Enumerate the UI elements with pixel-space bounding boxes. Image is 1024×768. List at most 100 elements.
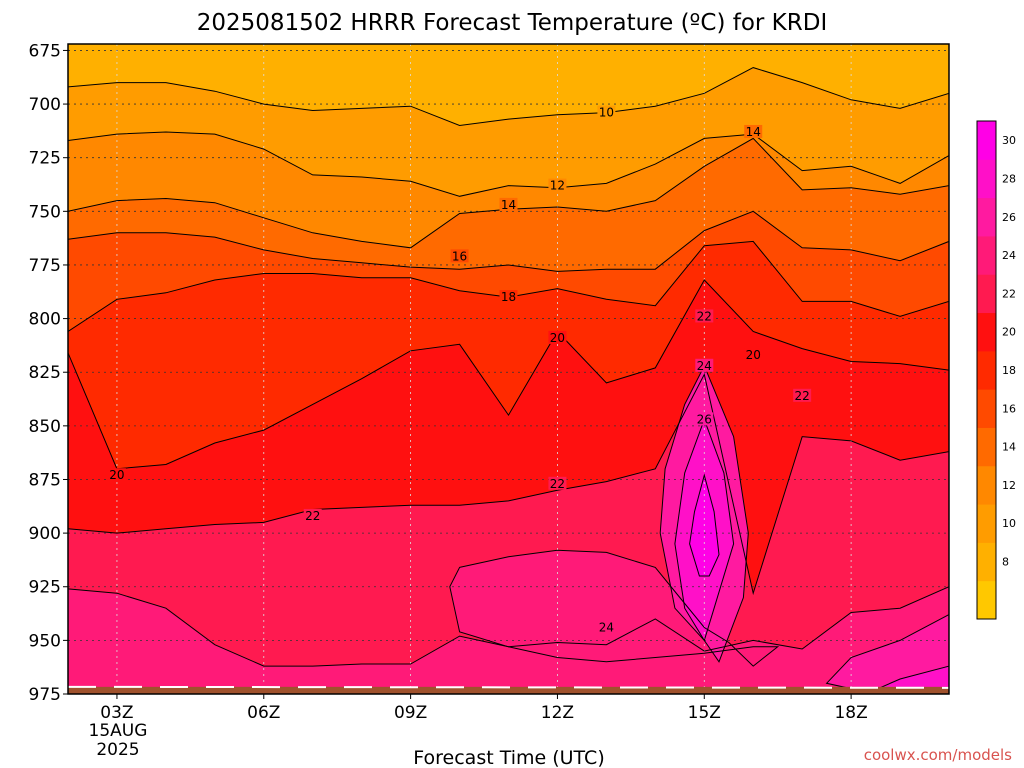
contour-label-bg xyxy=(695,412,714,426)
contour-label-bg xyxy=(450,249,469,263)
contour-label-bg xyxy=(107,468,126,482)
colorbar-swatch xyxy=(977,312,996,352)
contour-label-bg xyxy=(597,105,616,119)
x-date-label-day: 15AUG xyxy=(89,721,148,741)
ground-surface xyxy=(68,686,949,694)
pocket-line-0 xyxy=(449,549,780,667)
contour-label: 22 xyxy=(795,389,810,403)
contour-label: 26 xyxy=(697,412,712,426)
y-axis: 675 700 725 750 775 800 825 850 875 900 925 950 975 xyxy=(29,41,68,705)
colorbar-swatch xyxy=(977,235,996,275)
contour-label: 24 xyxy=(697,359,712,373)
y-tick-label: 800 xyxy=(29,310,61,330)
y-tick-label: 675 xyxy=(29,41,61,61)
x-axis-label: Forecast Time (UTC) xyxy=(413,747,604,768)
y-tick-label: 850 xyxy=(29,417,61,437)
contour-label-bg xyxy=(793,388,812,402)
x-tick-label: 09Z xyxy=(394,703,427,723)
credit-text: coolwx.com/models xyxy=(864,746,1012,764)
colorbar-label: 26 xyxy=(1002,211,1016,224)
y-tick-label: 925 xyxy=(29,578,61,598)
contour-label-bg xyxy=(548,178,567,192)
y-tick-label: 750 xyxy=(29,202,61,222)
colorbar-swatch xyxy=(977,465,996,505)
colorbar-swatch xyxy=(977,197,996,237)
colorbar-border xyxy=(976,120,997,620)
colorbar-label: 24 xyxy=(1002,249,1016,262)
colorbar-label: 18 xyxy=(1002,364,1016,377)
y-tick-label: 700 xyxy=(29,95,61,115)
contour-label-bg xyxy=(548,330,567,344)
x-tick-label: 03Z xyxy=(100,703,133,723)
contour-label: 10 xyxy=(599,106,614,120)
contour-label-bg xyxy=(744,348,763,362)
contour-label: 14 xyxy=(501,198,516,212)
contour-label-bg xyxy=(499,197,518,211)
colorbar-label: 12 xyxy=(1002,479,1016,492)
colorbar-swatch xyxy=(977,274,996,314)
contour-label-bg xyxy=(695,358,714,372)
ground-edge xyxy=(68,685,949,689)
contour-label: 16 xyxy=(452,249,467,263)
colorbar-swatch xyxy=(977,580,996,620)
y-tick-label: 725 xyxy=(29,149,61,169)
colorbar-label: 8 xyxy=(1002,556,1009,569)
contour-label: 14 xyxy=(746,125,761,139)
contour-label: 20 xyxy=(550,331,565,345)
colorbar-swatch xyxy=(977,427,996,467)
chart-title: 2025081502 HRRR Forecast Temperature (ºC… xyxy=(197,10,827,36)
colorbar-swatch xyxy=(977,542,996,582)
contour-line-16 xyxy=(68,210,949,272)
colorbar-swatch xyxy=(977,504,996,543)
colorbar-label: 16 xyxy=(1002,402,1016,415)
colorbar-label: 28 xyxy=(1002,172,1016,185)
y-tick-label: 875 xyxy=(29,470,61,490)
colorbar-label: 10 xyxy=(1002,517,1016,530)
pocket-line-3 xyxy=(689,473,720,577)
y-tick-label: 900 xyxy=(29,524,61,544)
plot-area: 10 14 12 14 16 18 20 22 20 24 22 26 20 22 22 24 xyxy=(67,43,950,695)
y-tick-label: 825 xyxy=(29,363,61,383)
y-tick-label: 975 xyxy=(29,685,61,705)
contour-label-bg xyxy=(499,290,518,304)
contour-label: 22 xyxy=(550,477,565,491)
x-axis: 03Z 06Z 09Z 12Z 15Z 18Z xyxy=(100,694,868,723)
contour-label-bg xyxy=(744,124,763,138)
colorbar-label: 20 xyxy=(1002,326,1016,339)
contour-label: 22 xyxy=(305,509,320,523)
x-tick-label: 18Z xyxy=(834,703,867,723)
colorbar-label: 30 xyxy=(1002,134,1016,147)
contour-label-bg xyxy=(548,476,567,490)
contour-label-bg xyxy=(695,309,714,323)
pocket-line-4 xyxy=(825,614,949,694)
contour-label-bg xyxy=(597,620,616,634)
colorbar-label: 22 xyxy=(1002,287,1016,300)
colorbar-swatch xyxy=(977,121,996,160)
x-tick-label: 12Z xyxy=(541,703,574,723)
y-tick-label: 775 xyxy=(29,256,61,276)
x-date-label-year: 2025 xyxy=(96,740,139,760)
x-tick-label: 06Z xyxy=(247,703,280,723)
colorbar-swatch xyxy=(977,389,996,428)
contour-line-22 xyxy=(68,372,949,596)
contour-label: 18 xyxy=(501,290,516,304)
colorbar-swatch xyxy=(977,350,996,390)
colorbar: 8 10 12 14 16 18 20 22 24 26 28 30 xyxy=(976,120,1016,620)
colorbar-label: 14 xyxy=(1002,441,1016,454)
contour-line-10 xyxy=(68,67,949,127)
plot-border xyxy=(67,43,950,695)
contour-label-bg xyxy=(303,508,322,522)
contour-line-20 xyxy=(68,279,949,470)
contour-label: 20 xyxy=(746,348,761,362)
pocket-fill-0 xyxy=(449,550,778,667)
band-fill-24 xyxy=(68,586,949,694)
y-tick-label: 950 xyxy=(29,631,61,651)
contour-label: 20 xyxy=(109,468,124,482)
contour-label: 12 xyxy=(550,179,565,193)
colorbar-swatch xyxy=(977,159,996,199)
contour-line-12 xyxy=(68,131,949,197)
pocket-line-2 xyxy=(674,417,735,642)
x-tick-label: 15Z xyxy=(688,703,721,723)
contour-label: 22 xyxy=(697,309,712,323)
